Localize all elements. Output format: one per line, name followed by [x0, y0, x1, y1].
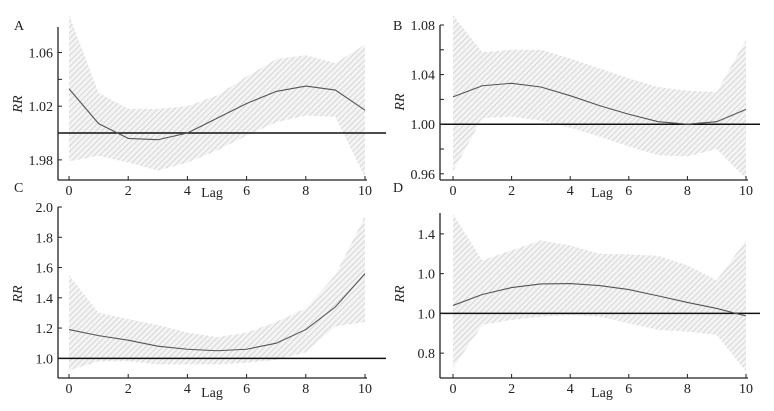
panel-d: 0 2 4 6 8 10 1.4 1.0 1.0 0.8 D Lag RR	[393, 181, 760, 401]
x-axis-title: Lag	[591, 386, 613, 401]
x-tick-label: 6	[625, 382, 632, 397]
confidence-band	[453, 213, 746, 372]
y-tick-label: 0.8	[418, 347, 436, 362]
x-tick-label: 0	[66, 184, 73, 199]
panel-label: C	[14, 181, 23, 196]
x-tick-label: 2	[125, 184, 132, 199]
y-tick-label: 1.0	[36, 352, 54, 367]
rr-line	[452, 283, 747, 317]
rr-line	[68, 85, 366, 141]
y-axis-title: RR	[393, 93, 408, 112]
y-tick-label: 1.4	[36, 292, 54, 307]
x-axis-title: Lag	[591, 186, 613, 201]
x-tick-label: 4	[567, 184, 574, 199]
x-tick-label: 0	[66, 382, 73, 397]
panel-a: 0 2 4 6 8 10 1.06 1.02 1.98 A Lag RR	[11, 14, 386, 201]
y-axis-title: RR	[11, 95, 26, 114]
x-axis-title: Lag	[201, 386, 223, 401]
y-tick-label: 1.8	[36, 231, 54, 246]
y-tick-label: 1.2	[36, 322, 54, 337]
y-tick-label: 1.4	[418, 228, 436, 243]
y-tick-label: 1.08	[411, 19, 436, 34]
y-tick-label: 1.02	[29, 100, 54, 115]
x-tick-label: 2	[125, 382, 132, 397]
y-tick-label: 1.04	[411, 69, 436, 84]
y-tick-label: 1.06	[29, 47, 54, 62]
confidence-band	[69, 216, 365, 371]
panel-label: B	[393, 19, 402, 34]
x-tick-label: 8	[684, 382, 691, 397]
x-tick-label: 4	[567, 382, 574, 397]
x-tick-label: 0	[450, 382, 457, 397]
panel-label: D	[393, 181, 403, 196]
y-tick-label: 1.98	[29, 154, 54, 169]
y-tick-label: 1.00	[411, 118, 436, 133]
x-tick-label: 6	[625, 184, 632, 199]
y-axis-title: RR	[11, 285, 26, 304]
x-tick-label: 8	[302, 382, 309, 397]
rr-line	[68, 273, 366, 352]
x-tick-label: 10	[739, 184, 753, 199]
x-tick-label: 6	[243, 382, 250, 397]
x-tick-label: 10	[358, 382, 372, 397]
x-tick-label: 10	[739, 382, 753, 397]
rr-line	[452, 82, 747, 125]
y-tick-label: 1.0	[418, 268, 436, 283]
y-tick-label: 1.0	[418, 307, 436, 322]
confidence-band	[453, 15, 746, 179]
confidence-band	[69, 14, 365, 178]
x-axis-title: Lag	[201, 186, 223, 201]
x-tick-label: 2	[508, 382, 515, 397]
y-axis-title: RR	[393, 285, 408, 304]
x-tick-label: 0	[450, 184, 457, 199]
x-tick-label: 8	[302, 184, 309, 199]
x-tick-label: 2	[508, 184, 515, 199]
x-tick-label: 4	[184, 382, 191, 397]
x-tick-label: 10	[358, 184, 372, 199]
y-tick-label: 1.6	[36, 262, 54, 277]
panel-c: 0 2 4 6 8 10 2.0 1.8 1.6 1.4 1.2 1.0 C Lag RR	[11, 181, 386, 401]
panel-label: A	[14, 19, 25, 34]
panel-b: 0 2 4 6 8 10 1.08 1.04 1.00 0.96 B Lag RR	[393, 15, 760, 201]
x-tick-label: 6	[243, 184, 250, 199]
x-tick-label: 8	[684, 184, 691, 199]
y-tick-label: 0.96	[411, 168, 436, 183]
x-tick-label: 4	[184, 184, 191, 199]
y-tick-label: 2.0	[36, 201, 54, 216]
